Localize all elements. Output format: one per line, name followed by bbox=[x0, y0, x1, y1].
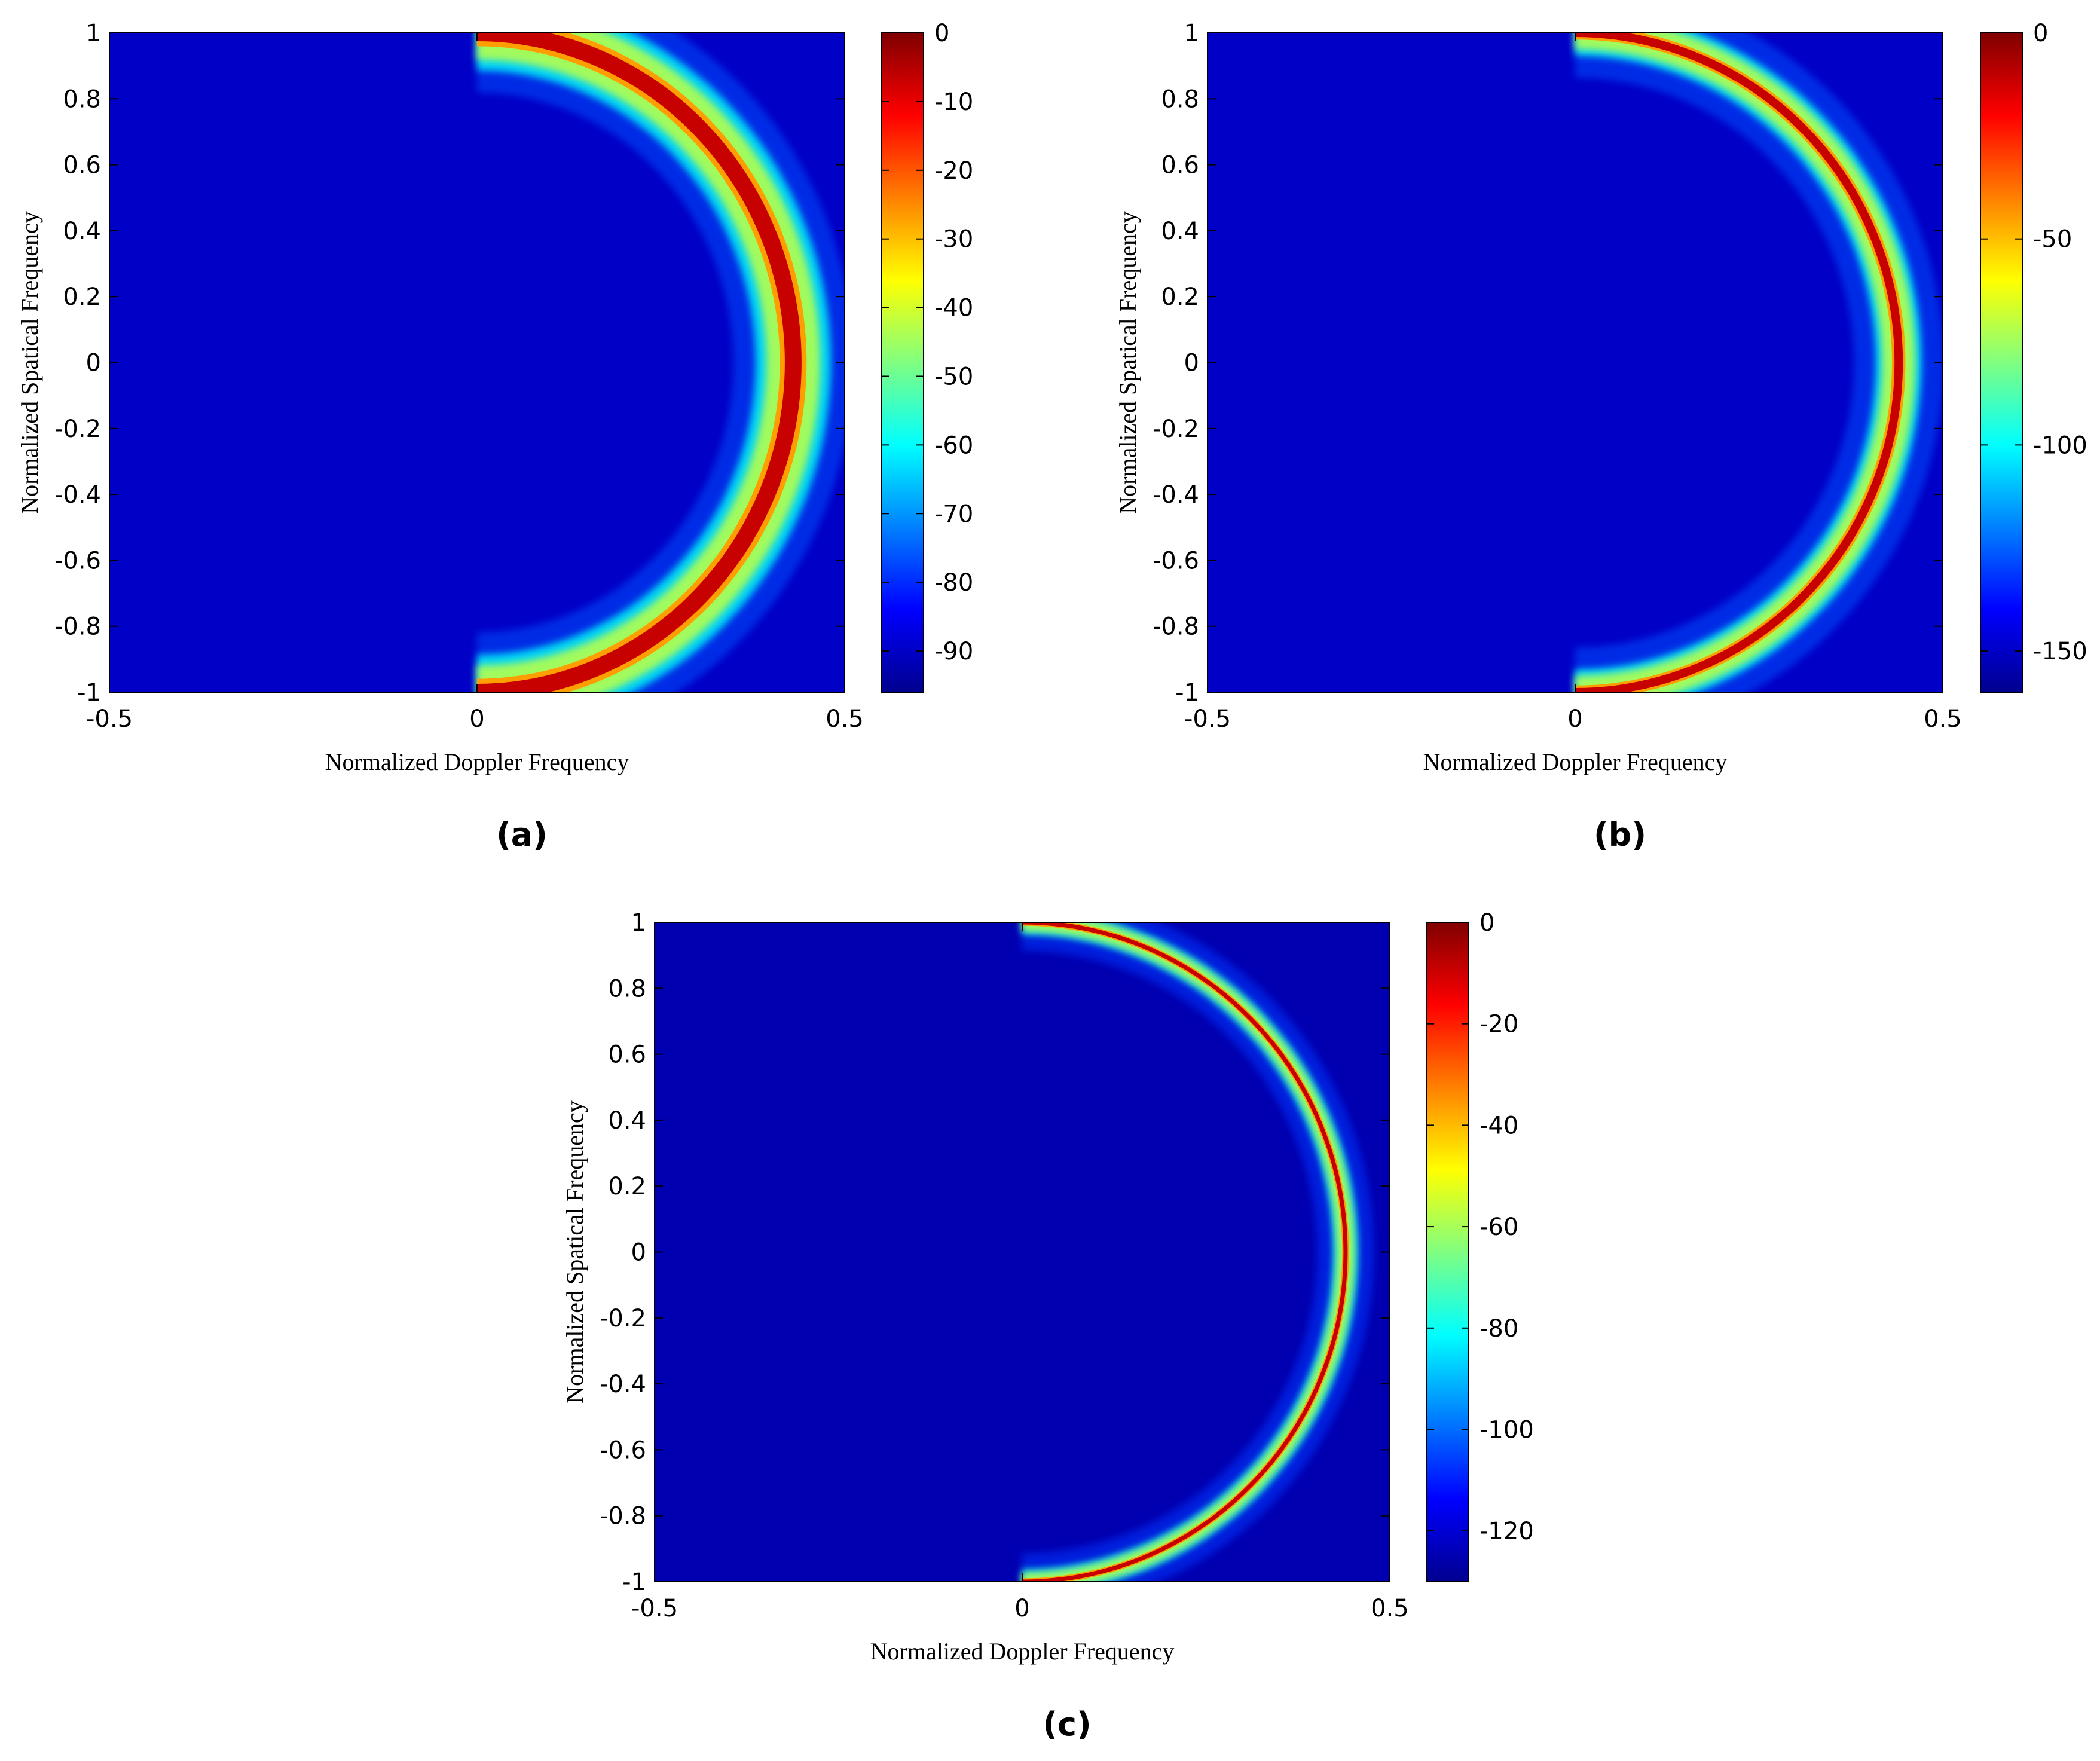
colorbar bbox=[1980, 32, 2023, 693]
colorbar-tick-label: -30 bbox=[934, 226, 973, 253]
colorbar-tick-label: -40 bbox=[934, 295, 973, 322]
x-tick-label: 0 bbox=[1567, 705, 1582, 733]
y-tick-label: 0 bbox=[1184, 350, 1199, 377]
y-tick-label: 1 bbox=[86, 20, 101, 47]
colorbar-tick-label: -150 bbox=[2033, 638, 2087, 665]
y-tick-label: -0.6 bbox=[54, 547, 101, 574]
x-tick-label: 0.5 bbox=[1371, 1595, 1409, 1622]
y-tick-label: 0.2 bbox=[1161, 283, 1199, 311]
ridge bbox=[476, 33, 845, 692]
y-tick-label: -0.2 bbox=[54, 415, 101, 443]
y-tick-label: -0.8 bbox=[600, 1503, 646, 1530]
y-tick-label: -0.6 bbox=[600, 1436, 646, 1464]
y-tick-label: -0.8 bbox=[54, 613, 101, 641]
y-tick-label: 0.6 bbox=[608, 1041, 646, 1069]
colorbar-tick-label: 0 bbox=[934, 20, 949, 47]
y-axis-label: Normalized Spatical Frequency bbox=[16, 211, 43, 513]
colorbar-tick-label: -100 bbox=[1480, 1416, 1534, 1444]
colorbar-tick-label: -120 bbox=[1480, 1518, 1534, 1545]
ridge-layer-4 bbox=[1575, 33, 1903, 692]
y-tick-label: 0.2 bbox=[608, 1173, 646, 1200]
ridge-layer-4 bbox=[476, 33, 802, 692]
x-tick-label: 0 bbox=[469, 705, 484, 733]
x-tick-label: 0.5 bbox=[826, 705, 864, 733]
colorbar-tick-label: -60 bbox=[934, 432, 973, 459]
ridge-layer-4 bbox=[1022, 922, 1348, 1582]
y-tick-label: -0.4 bbox=[54, 481, 101, 509]
y-tick-label: 1 bbox=[1184, 20, 1199, 47]
y-tick-label: 0.8 bbox=[63, 85, 101, 113]
y-axis-label: Normalized Spatical Frequency bbox=[1114, 211, 1141, 513]
ridge bbox=[1575, 33, 1943, 692]
y-tick-label: 0.8 bbox=[1161, 85, 1199, 113]
panel-0: -0.5 0 0.5 1 0.8 0.6 0.4 0.2 0 -0.2 -0.4 -0.6 -0.8 -1… bbox=[16, 20, 973, 854]
x-axis-label: Normalized Doppler Frequency bbox=[1423, 748, 1728, 775]
colorbar-tick-label: -50 bbox=[934, 363, 973, 390]
y-tick-label: 0.8 bbox=[608, 975, 646, 1002]
colorbar-tick-label: -100 bbox=[2033, 432, 2087, 459]
panel-1: -0.5 0 0.5 1 0.8 0.6 0.4 0.2 0 -0.2 -0.4 -0.6 -0.8 -1… bbox=[1114, 20, 2087, 854]
colorbar-tick-label: -40 bbox=[1480, 1112, 1518, 1139]
x-tick-label: -0.5 bbox=[1184, 705, 1231, 733]
colorbar-tick-label: 0 bbox=[1480, 909, 1494, 937]
y-tick-label: -0.6 bbox=[1153, 547, 1199, 574]
y-tick-label: -1 bbox=[622, 1569, 646, 1596]
colorbar-tick-label: -20 bbox=[934, 157, 973, 185]
x-axis-label: Normalized Doppler Frequency bbox=[325, 748, 629, 775]
y-tick-label: 0 bbox=[631, 1239, 646, 1267]
colorbar-tick-label: -10 bbox=[934, 88, 973, 116]
colorbar-tick-label: -70 bbox=[934, 500, 973, 528]
panel-2: -0.5 0 0.5 1 0.8 0.6 0.4 0.2 0 -0.2 -0.4 -0.6 -0.8 -1… bbox=[561, 909, 1534, 1743]
y-tick-label: -1 bbox=[77, 679, 101, 707]
y-tick-label: -0.2 bbox=[1153, 415, 1199, 443]
colorbar-tick-label: 0 bbox=[2033, 20, 2048, 47]
y-tick-label: -0.4 bbox=[600, 1371, 646, 1398]
y-tick-label: 0.4 bbox=[1161, 218, 1199, 245]
x-tick-label: 0 bbox=[1014, 1595, 1029, 1622]
colorbar-tick-label: -20 bbox=[1480, 1011, 1518, 1038]
y-tick-label: 0.4 bbox=[63, 218, 101, 245]
colorbar-tick-label: -50 bbox=[2033, 226, 2072, 253]
colorbar-tick-label: -80 bbox=[934, 569, 973, 597]
y-tick-label: 0.6 bbox=[63, 152, 101, 179]
y-tick-label: 0.4 bbox=[608, 1107, 646, 1135]
y-tick-label: -1 bbox=[1175, 679, 1199, 707]
x-tick-label: -0.5 bbox=[86, 705, 133, 733]
colorbar-tick-label: -80 bbox=[1480, 1315, 1518, 1343]
y-tick-label: -0.2 bbox=[600, 1305, 646, 1332]
x-tick-label: 0.5 bbox=[1924, 705, 1962, 733]
panel-label: (a) bbox=[496, 816, 548, 854]
colorbar bbox=[1426, 922, 1469, 1582]
colorbar bbox=[881, 32, 924, 693]
y-axis-label: Normalized Spatical Frequency bbox=[561, 1100, 588, 1403]
panel-label: (b) bbox=[1594, 816, 1646, 854]
y-tick-label: -0.4 bbox=[1153, 481, 1199, 509]
y-tick-label: 0.2 bbox=[63, 283, 101, 311]
colorbar-tick-label: -60 bbox=[1480, 1213, 1518, 1241]
y-tick-label: -0.8 bbox=[1153, 613, 1199, 641]
ridge bbox=[1022, 922, 1374, 1582]
y-tick-label: 0.6 bbox=[1161, 152, 1199, 179]
colorbar-tick-label: -90 bbox=[934, 638, 973, 665]
y-tick-label: 1 bbox=[631, 909, 646, 937]
x-tick-label: -0.5 bbox=[631, 1595, 678, 1622]
panel-label: (c) bbox=[1043, 1705, 1091, 1743]
x-axis-label: Normalized Doppler Frequency bbox=[870, 1638, 1175, 1665]
y-tick-label: 0 bbox=[86, 350, 101, 377]
